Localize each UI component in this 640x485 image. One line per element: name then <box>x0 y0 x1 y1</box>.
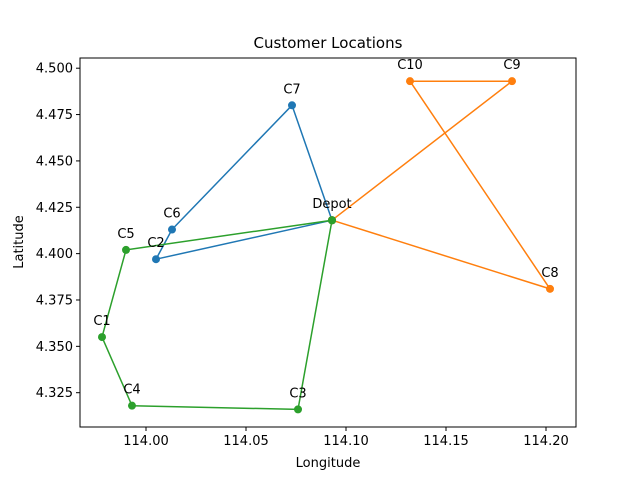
point-label-c5: C5 <box>117 227 134 242</box>
point-label-c9: C9 <box>503 58 520 73</box>
route-3-marker-c4-3 <box>128 401 136 410</box>
point-label-c1: C1 <box>93 314 110 329</box>
route-3-marker-depot-5 <box>328 216 336 225</box>
route-1-marker-c6-2 <box>168 225 176 234</box>
route-line-2 <box>331 80 551 290</box>
point-label-depot: Depot <box>312 197 351 212</box>
y-tick-label: 4.375 <box>36 293 73 308</box>
x-tick-label: 114.20 <box>523 434 569 449</box>
route-3-marker-c5-1 <box>122 245 130 254</box>
point-label-c10: C10 <box>397 58 423 73</box>
route-line-3 <box>101 219 333 411</box>
y-tick-label: 4.500 <box>36 62 73 77</box>
y-axis: 4.325 4.350 4.375 4.400 4.425 4.450 4.475 4.500 <box>36 62 80 401</box>
route-1-marker-c2-3 <box>152 255 160 264</box>
x-axis-label: Longitude <box>296 456 361 471</box>
x-tick-label: 114.05 <box>223 434 269 449</box>
y-tick-label: 4.400 <box>36 247 73 262</box>
route-2-marker-c10-2 <box>406 77 414 86</box>
routes-layer <box>101 80 551 411</box>
point-label-c4: C4 <box>123 383 140 398</box>
point-label-c2: C2 <box>147 236 164 251</box>
x-tick-label: 114.15 <box>423 434 469 449</box>
y-tick-label: 4.450 <box>36 154 73 169</box>
route-3-marker-c1-2 <box>98 333 106 342</box>
route-1-marker-c7-1 <box>288 101 296 110</box>
point-label-c7: C7 <box>283 82 300 97</box>
point-label-c8: C8 <box>541 266 558 281</box>
route-line-1 <box>155 104 333 260</box>
x-tick-label: 114.00 <box>123 434 169 449</box>
labels-layer: Depot C1 C2 C3 C4 C5 C6 C7 C8 C9 C10 <box>93 58 558 401</box>
y-tick-label: 4.325 <box>36 386 73 401</box>
y-tick-label: 4.350 <box>36 340 73 355</box>
route-2-marker-c8-3 <box>546 284 554 293</box>
y-tick-label: 4.425 <box>36 201 73 216</box>
chart-title: Customer Locations <box>254 34 403 52</box>
plot-frame <box>79 57 577 428</box>
point-label-c3: C3 <box>289 386 306 401</box>
points-layer <box>98 77 554 414</box>
route-3-marker-c3-4 <box>294 405 302 414</box>
y-axis-label: Latitude <box>12 215 27 269</box>
y-tick-label: 4.475 <box>36 108 73 123</box>
x-axis: 114.00 114.05 114.10 114.15 114.20 <box>123 427 569 449</box>
route-2-marker-c9-1 <box>508 77 516 86</box>
point-label-c6: C6 <box>163 207 180 222</box>
x-tick-label: 114.10 <box>323 434 369 449</box>
